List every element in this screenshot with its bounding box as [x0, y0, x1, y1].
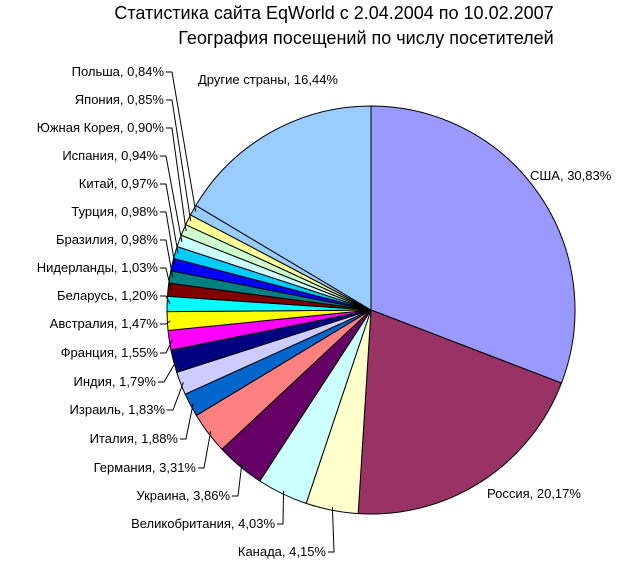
leader-line	[328, 507, 335, 553]
slice-label: Южная Корея, 0,90%	[37, 120, 165, 135]
chart-title: Статистика сайта EqWorld с 2.04.2004 по …	[114, 3, 553, 23]
slice-label: Польша, 0,84%	[72, 64, 165, 79]
pie-slice	[370, 105, 576, 384]
slice-label: Италия, 1,88%	[90, 431, 179, 446]
leader-line	[277, 490, 284, 525]
slice-label: Другие страны, 16,44%	[198, 72, 338, 87]
slice-label: Турция, 0,98%	[71, 204, 158, 219]
slice-label: Испания, 0,94%	[62, 148, 158, 163]
slice-label: Нидерланды, 1,03%	[37, 260, 159, 275]
slice-label: Украина, 3,86%	[136, 488, 230, 503]
leader-line	[160, 295, 171, 305]
slice-label: Великобритания, 4,03%	[131, 516, 275, 531]
leader-line	[166, 99, 192, 222]
slice-label: США, 30,83%	[530, 168, 612, 183]
leader-line	[160, 183, 179, 254]
slice-label: Россия, 20,17%	[487, 486, 581, 501]
leader-line	[160, 211, 176, 266]
leader-line	[167, 382, 184, 411]
slice-label: Канада, 4,15%	[238, 544, 327, 559]
leader-line	[166, 127, 187, 232]
leader-line	[160, 339, 173, 354]
leader-line	[160, 320, 171, 325]
slice-label: Германия, 3,31%	[94, 460, 197, 475]
slice-label: Израиль, 1,83%	[70, 402, 166, 417]
slice-label: Индия, 1,79%	[74, 374, 157, 389]
leader-line	[232, 463, 243, 497]
leader-line	[158, 360, 177, 383]
leader-line	[198, 431, 212, 469]
leader-line	[180, 403, 194, 440]
slice-labels: США, 30,83% Россия, 20,17% Канада, 4,15% Ве…	[37, 64, 612, 559]
slice-label: Беларусь, 1,20%	[57, 288, 158, 303]
chart-subtitle: География посещений по числу посетителей	[178, 28, 553, 48]
slice-label: Япония, 0,85%	[75, 92, 165, 107]
leader-line	[166, 71, 197, 212]
leader-line	[160, 239, 174, 278]
slice-label: Франция, 1,55%	[61, 345, 159, 360]
pie-slice	[357, 309, 563, 515]
slice-label: Бразилия, 0,98%	[56, 232, 158, 247]
leader-line	[160, 267, 172, 291]
pie-slice	[195, 105, 372, 311]
leader-lines	[158, 71, 335, 553]
slice-label: Китай, 0,97%	[79, 176, 159, 191]
slice-label: Австралия, 1,47%	[50, 316, 159, 331]
leader-line	[160, 155, 183, 242]
pie-slices	[166, 105, 576, 515]
